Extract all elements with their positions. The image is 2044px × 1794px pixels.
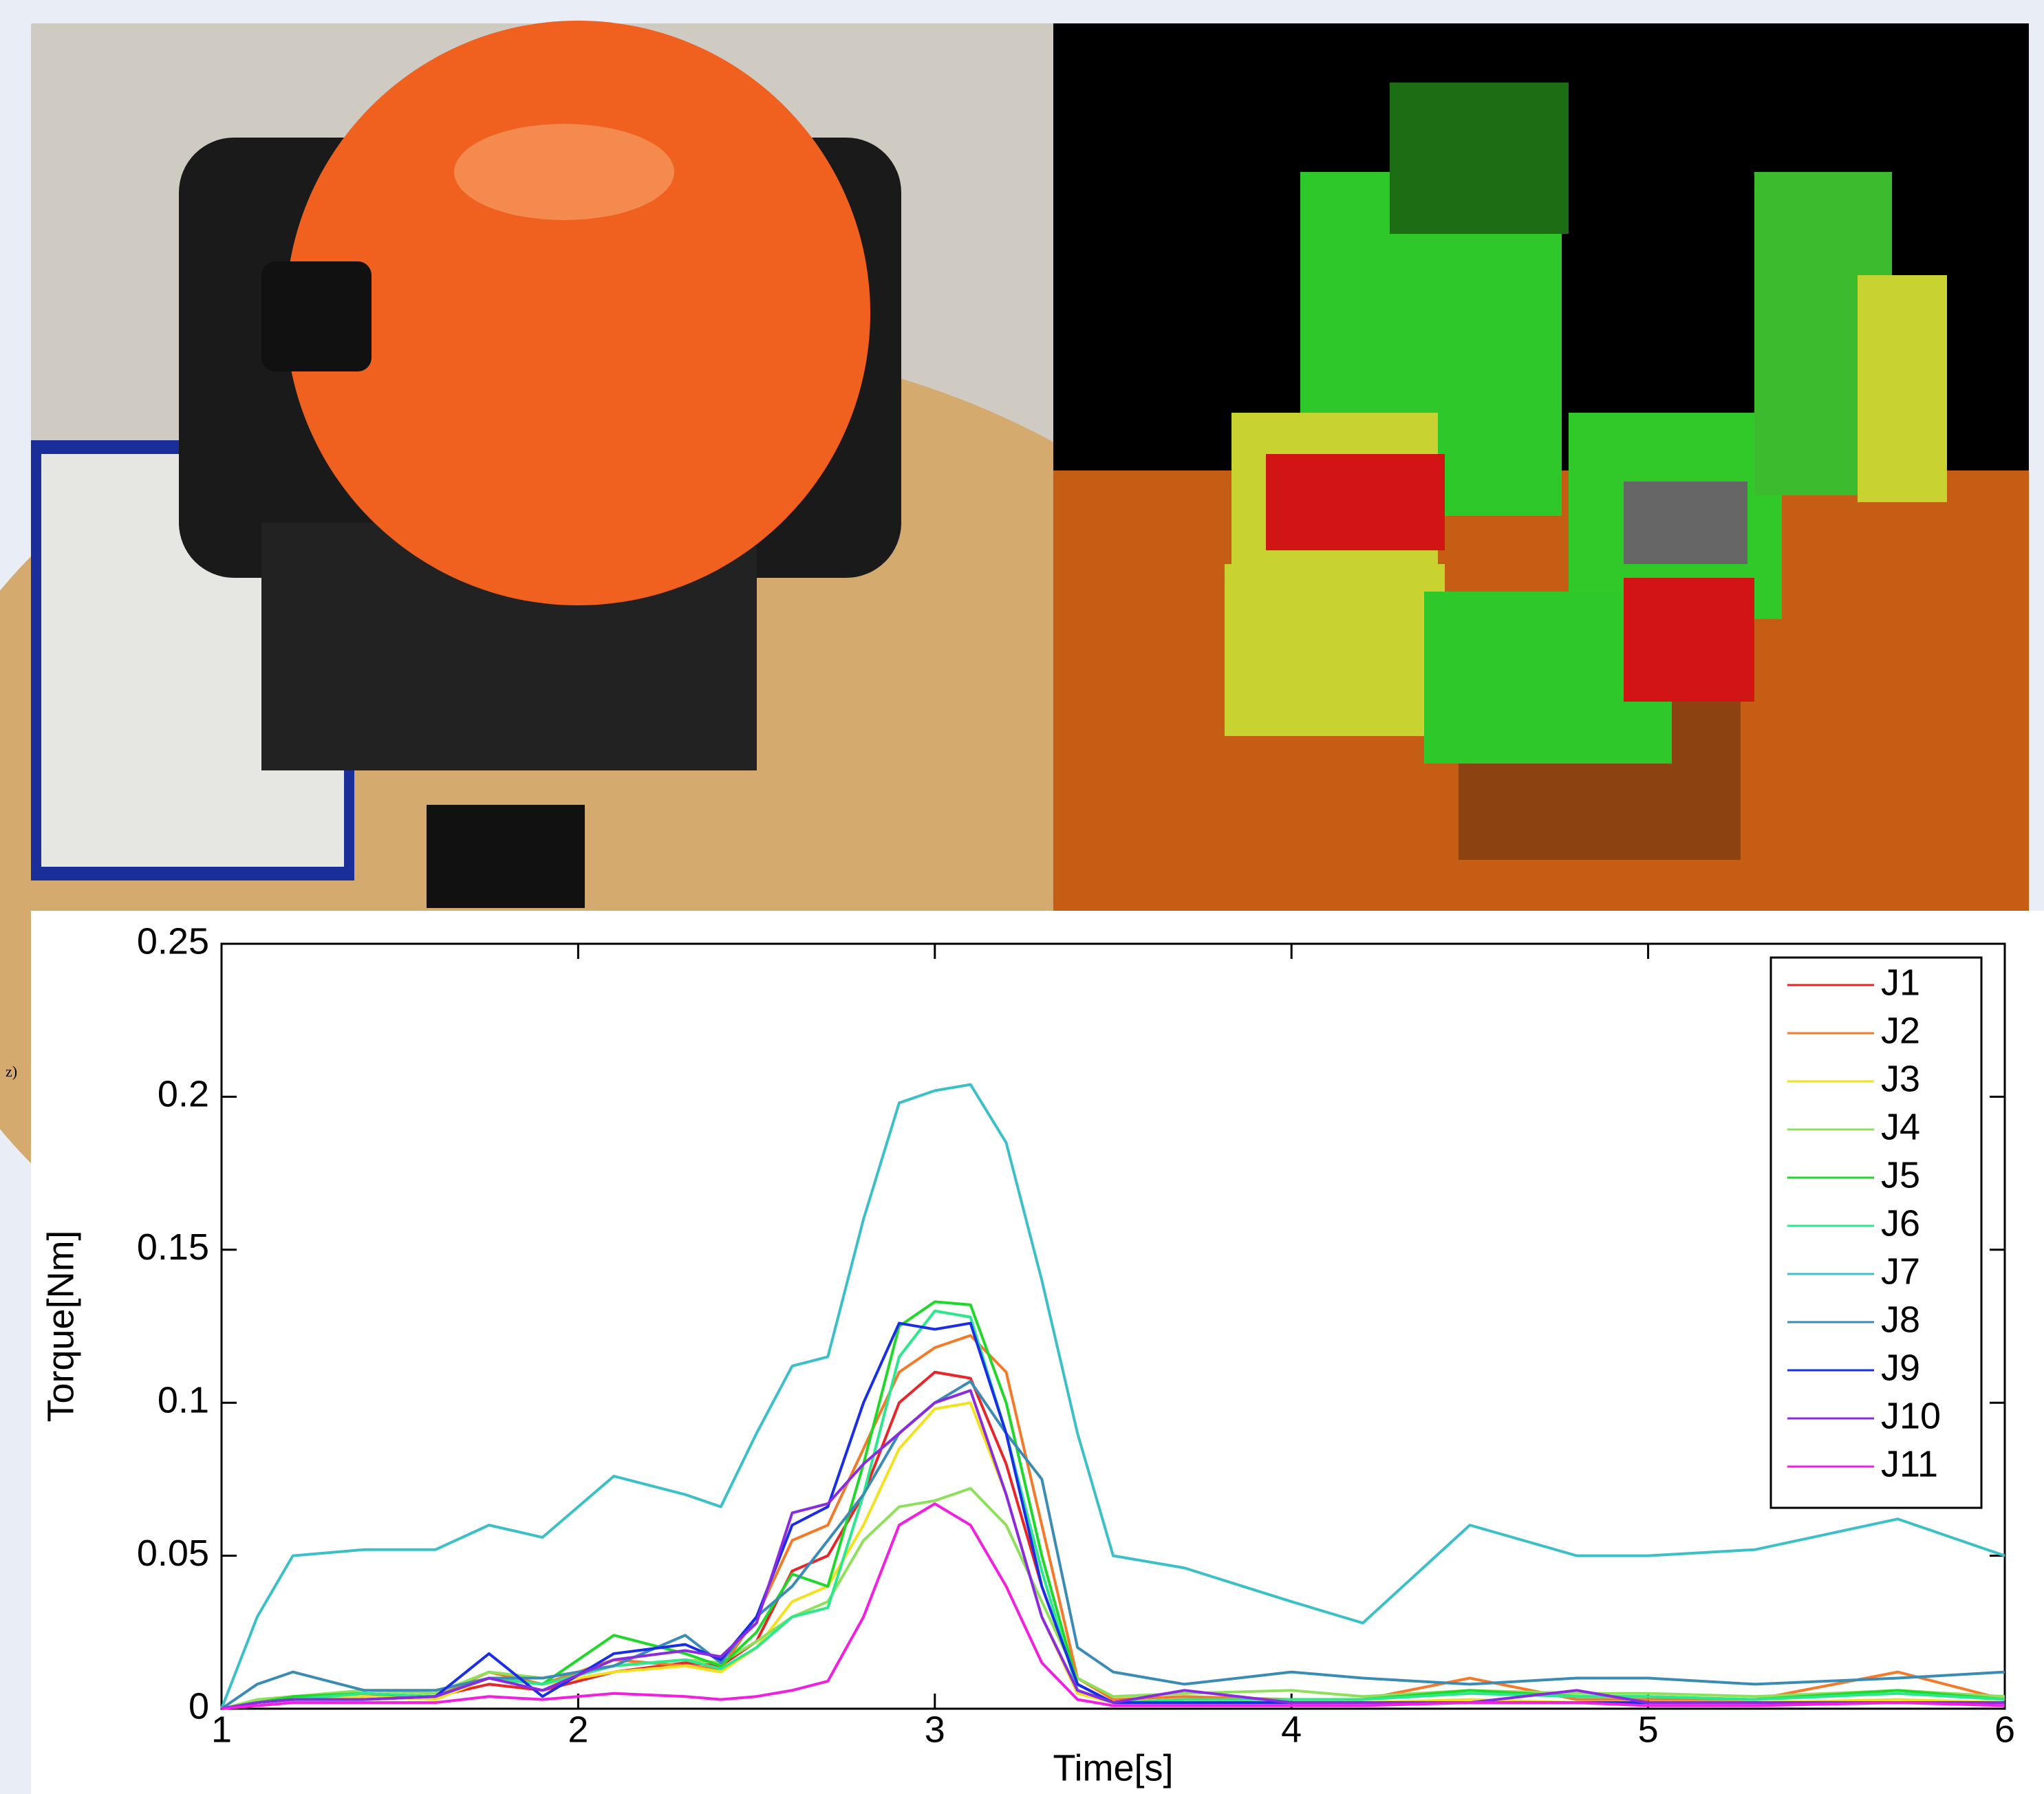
legend-label: J7 (1881, 1251, 1920, 1292)
y-tick-label: 0.25 (137, 920, 209, 962)
y-tick-label: 0.1 (158, 1379, 209, 1420)
legend-label: J2 (1881, 1010, 1920, 1051)
legend-label: J3 (1881, 1058, 1920, 1099)
page: {"side_label": "z)", "chart_data": {"typ… (0, 0, 2044, 1794)
legend-label: J6 (1881, 1202, 1920, 1244)
x-axis-label: Time[s] (1053, 1747, 1174, 1788)
x-tick-label: 6 (1994, 1709, 2015, 1750)
legend-box (1771, 958, 1981, 1508)
legend: J1 J2 J3 J4 J5 J6 J7 J8 J9 J10 J11 (1771, 958, 1981, 1508)
simulation-render (1053, 23, 2029, 911)
legend-label: J11 (1881, 1443, 1938, 1484)
legend-label: J5 (1881, 1154, 1920, 1196)
x-tick-label: 3 (925, 1709, 945, 1750)
y-tick-label: 0.05 (137, 1533, 209, 1574)
legend-label: J9 (1881, 1347, 1920, 1388)
legend-label: J1 (1881, 962, 1920, 1003)
y-tick-label: 0 (189, 1685, 209, 1727)
x-tick-label: 1 (211, 1709, 232, 1750)
x-tick-label: 5 (1638, 1709, 1659, 1750)
chart-background (31, 911, 2044, 1794)
y-axis-label: Torque[Nm] (40, 1230, 81, 1422)
side-label: z) (6, 1063, 17, 1080)
figure: z) 1 2 3 4 5 6 0 0.05 0.1 0.15 0.2 0.25 Time[s] Torqu… (0, 0, 2044, 1794)
y-tick-label: 0.15 (137, 1226, 209, 1268)
legend-label: J10 (1881, 1395, 1941, 1436)
y-tick-label: 0.2 (158, 1074, 209, 1115)
x-tick-label: 4 (1281, 1709, 1302, 1750)
legend-label: J4 (1881, 1106, 1920, 1147)
legend-label: J8 (1881, 1299, 1920, 1340)
x-tick-label: 2 (568, 1709, 588, 1750)
